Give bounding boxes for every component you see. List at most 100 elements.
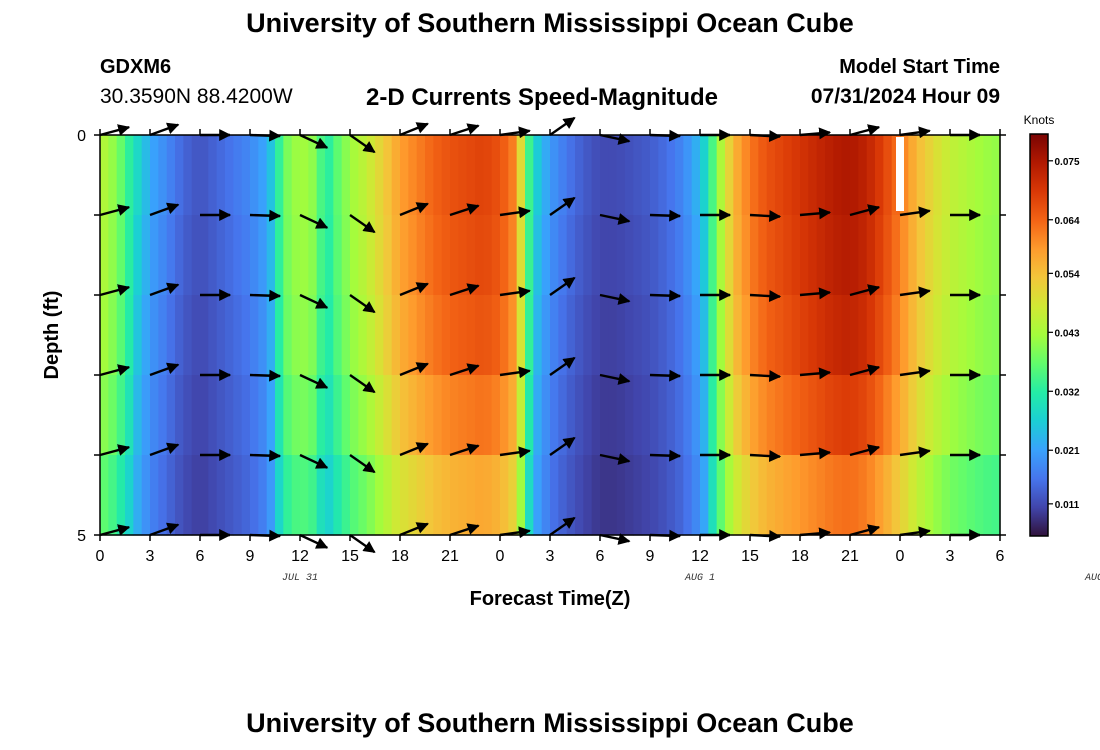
current-vector <box>99 444 131 457</box>
heatmap-cell <box>891 295 901 376</box>
heatmap-cell <box>775 295 784 376</box>
heatmap-cell <box>891 455 901 536</box>
footer-title: University of Southern Mississippi Ocean… <box>246 708 854 738</box>
heatmap-cell <box>650 295 659 376</box>
heatmap-cell <box>458 295 468 376</box>
heatmap-cell <box>500 135 509 216</box>
current-vector <box>349 534 376 554</box>
current-vector <box>899 206 931 219</box>
heatmap-cell <box>100 215 109 296</box>
heatmap-cell <box>475 135 484 216</box>
heatmap-cell <box>266 455 276 536</box>
heatmap-cell <box>600 375 609 456</box>
heatmap-cell <box>216 135 226 216</box>
heatmap-cell <box>941 215 951 296</box>
heatmap-cell <box>925 455 934 536</box>
heatmap-cell <box>258 135 268 216</box>
heatmap-cell <box>891 215 901 296</box>
current-vector <box>599 213 631 225</box>
current-vector <box>99 204 131 217</box>
heatmap-cell <box>891 375 901 456</box>
heatmap-cell <box>875 215 884 296</box>
heatmap-cell <box>366 455 376 536</box>
heatmap-cell <box>616 295 626 376</box>
heatmap-cell <box>191 215 201 296</box>
heatmap-cell <box>791 295 801 376</box>
x-tick-label: 18 <box>791 548 809 565</box>
heatmap-cell <box>566 375 576 456</box>
heatmap-cell <box>158 375 168 456</box>
current-vector <box>749 450 782 463</box>
heatmap-cell <box>166 455 176 536</box>
heatmap-cell <box>275 455 284 536</box>
current-vector <box>349 374 376 394</box>
heatmap-cell <box>266 375 276 456</box>
heatmap-cell <box>641 455 651 536</box>
heatmap-cell <box>108 295 118 376</box>
current-vector <box>249 209 282 222</box>
heatmap-cell <box>800 135 809 216</box>
heatmap-cell <box>225 215 234 296</box>
heatmap-cell <box>758 375 768 456</box>
heatmap-cell <box>775 215 784 296</box>
heatmap-cell <box>958 295 968 376</box>
heatmap-cell <box>983 135 993 216</box>
heatmap-cell <box>608 375 618 456</box>
current-vector <box>249 289 282 302</box>
heatmap-cell <box>358 375 368 456</box>
current-vector <box>449 283 480 297</box>
x-tick-label: 3 <box>546 548 555 565</box>
heatmap-cell <box>466 135 476 216</box>
heatmap-cell <box>208 135 218 216</box>
heatmap-cell <box>833 375 843 456</box>
heatmap-cell <box>700 455 709 536</box>
heatmap-cell <box>483 455 493 536</box>
heatmap-cell <box>833 455 843 536</box>
heatmap-cell <box>600 295 609 376</box>
heatmap-cell <box>850 295 859 376</box>
heatmap-cell <box>958 375 968 456</box>
heatmap-cell <box>866 295 876 376</box>
heatmap-cell <box>383 455 393 536</box>
heatmap-cell <box>150 455 159 536</box>
heatmap-cell <box>808 375 818 456</box>
x-tick-label: 6 <box>596 548 605 565</box>
heatmap-cell <box>975 375 984 456</box>
current-vector <box>299 213 329 229</box>
heatmap-cell <box>575 455 584 536</box>
heatmap-cell <box>733 135 743 216</box>
heatmap-cell <box>433 375 443 456</box>
heatmap-cell <box>408 295 418 376</box>
heatmap-cell <box>750 455 759 536</box>
colorbar-tick-label: 0.064 <box>1054 216 1079 227</box>
heatmap-cell <box>258 215 268 296</box>
heatmap-cell <box>375 375 384 456</box>
heatmap-cell <box>966 135 976 216</box>
heatmap-cell <box>800 215 809 296</box>
heatmap-cell <box>900 295 909 376</box>
heatmap-cell <box>666 455 676 536</box>
heatmap-cell <box>633 455 643 536</box>
heatmap-cell <box>283 375 293 456</box>
heatmap-cell <box>266 135 276 216</box>
heatmap-cell <box>700 375 709 456</box>
chart-subtitle: 2-D Currents Speed-Magnitude <box>366 84 719 111</box>
heatmap-cell <box>625 455 634 536</box>
heatmap-cell <box>941 375 951 456</box>
current-vector <box>549 196 576 216</box>
heatmap-cell <box>391 295 401 376</box>
heatmap-cell <box>833 295 843 376</box>
heatmap-cell <box>225 375 234 456</box>
heatmap-cell <box>108 455 118 536</box>
heatmap-cell <box>433 215 443 296</box>
current-vector <box>549 116 576 136</box>
heatmap-cell <box>191 135 201 216</box>
heatmap-cell <box>158 135 168 216</box>
heatmap-cell <box>200 135 209 216</box>
heatmap-cell <box>800 455 809 536</box>
heatmap-cell <box>208 375 218 456</box>
heatmap-cell <box>508 455 518 536</box>
heatmap-cell <box>258 455 268 536</box>
heatmap-cell <box>933 135 943 216</box>
current-vector <box>249 449 282 462</box>
